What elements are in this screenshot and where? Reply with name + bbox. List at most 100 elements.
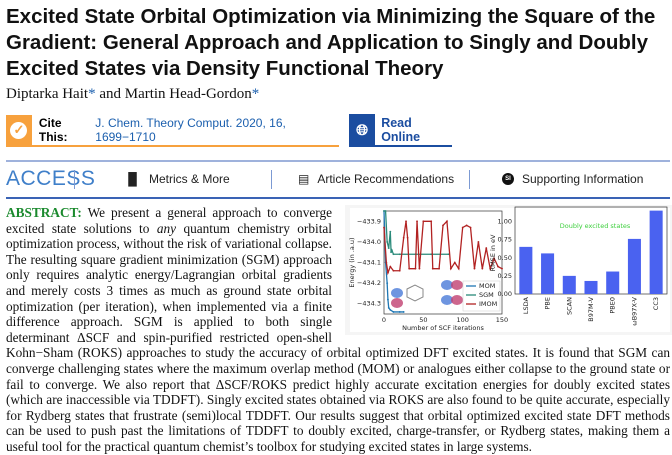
data-point: [386, 241, 389, 243]
data-point: [408, 267, 411, 270]
author-name[interactable]: Martin Head-Gordon: [124, 86, 252, 102]
divider: [74, 170, 75, 189]
y-tick-label: 0.75: [498, 236, 512, 244]
data-point: [402, 236, 405, 239]
data-point: [469, 226, 472, 229]
orbital-isosurface: [441, 295, 453, 305]
line-plot-frame: [383, 210, 503, 315]
data-point: [392, 269, 395, 272]
x-tick-label: LSDA: [522, 296, 530, 314]
metrics-link[interactable]: ▐▌ Metrics & More: [124, 172, 230, 186]
data-point: [489, 267, 492, 270]
x-axis-label: Number of SCF iterations: [402, 324, 484, 332]
data-point: [398, 269, 401, 272]
chart-annotation: Doubly excited states: [560, 222, 631, 230]
data-point: [390, 249, 393, 252]
corresponding-author-mark[interactable]: *: [251, 86, 260, 102]
data-point: [389, 308, 392, 311]
legend-label: IMOM: [479, 300, 497, 308]
newspaper-icon: ▤: [298, 172, 310, 186]
legend-label: MOM: [479, 282, 495, 290]
data-point: [447, 253, 450, 256]
data-point: [387, 271, 389, 274]
data-point: [473, 267, 476, 270]
bar-LSDA: [519, 246, 533, 294]
author-name[interactable]: Diptarka Hait: [6, 86, 89, 102]
bar-CC3: [649, 210, 663, 294]
bar-SCAN: [562, 275, 576, 294]
data-point: [453, 261, 456, 264]
legend-label: SGM: [479, 291, 494, 299]
check-icon: ✓: [6, 115, 32, 145]
x-tick-label: CC3: [652, 297, 660, 310]
abstract: ABSTRACT: We present a general approach …: [6, 205, 670, 455]
x-tick-label: 50: [419, 316, 427, 324]
data-point: [485, 247, 488, 249]
data-point: [442, 224, 444, 227]
y-tick-label: 1.00: [498, 218, 512, 226]
abstract-label: ABSTRACT:: [6, 205, 82, 220]
x-tick-label: B97M-V: [587, 296, 595, 321]
orbital-isosurface: [391, 298, 403, 308]
data-point: [422, 220, 425, 223]
y-tick-label: −434.2: [357, 279, 381, 287]
y-tick-label: −434.0: [357, 238, 381, 246]
data-point: [446, 220, 448, 223]
y-tick-label: 0.50: [498, 254, 512, 262]
data-point: [402, 311, 405, 313]
authors-joiner: and: [95, 86, 125, 102]
access-label: ACCESS: [6, 167, 96, 190]
si-icon: SI: [502, 173, 514, 185]
divider: [469, 170, 470, 189]
data-point: [461, 226, 464, 229]
corresponding-author-mark[interactable]: *: [88, 86, 96, 102]
y-tick-label: 0.00: [498, 290, 512, 298]
x-tick-label: ωB97X-V: [630, 296, 638, 325]
read-online-button[interactable]: 🌐︎ Read Online: [349, 114, 452, 147]
access-bar: ACCESS ▐▌ Metrics & More ▤ Article Recomme…: [6, 160, 670, 199]
data-point: [386, 282, 389, 284]
data-point: [384, 210, 387, 212]
x-tick-label: 150: [496, 316, 508, 324]
orbital-isosurface: [441, 280, 453, 290]
orbital-isosurface: [451, 295, 463, 305]
data-point: [398, 311, 401, 313]
y-axis-label: Energy (in .a.u): [348, 237, 356, 287]
data-point: [392, 253, 395, 256]
y-tick-label: −433.9: [357, 217, 381, 225]
globe-icon: 🌐︎: [349, 114, 376, 146]
x-tick-label: SCAN: [565, 297, 573, 315]
data-point: [405, 220, 407, 223]
y-tick-label: 0.25: [498, 272, 512, 280]
y-axis-label: RMSE in eV: [489, 234, 497, 271]
y-tick-label: −434.1: [357, 259, 381, 267]
figure-svg: −433.9 −434.0 −434.1 −434.2 −434.30 50 100 150 N…: [348, 206, 670, 332]
data-point: [389, 230, 392, 233]
abstract-emphasis: any: [156, 220, 177, 236]
supporting-information-link[interactable]: SI Supporting Information: [502, 172, 643, 186]
cite-this-box[interactable]: ✓ Cite This: J. Chem. Theory Comput. 202…: [6, 115, 339, 147]
bar-PBE0: [606, 271, 620, 294]
data-point: [398, 253, 401, 256]
x-tick-label: PBE: [544, 297, 552, 310]
data-point: [465, 224, 468, 227]
citation-link[interactable]: J. Chem. Theory Comput. 2020, 16, 1699−1…: [95, 116, 286, 144]
data-point: [406, 236, 409, 239]
data-point: [477, 241, 480, 243]
data-point: [392, 311, 395, 313]
data-point: [387, 298, 389, 301]
divider: [271, 170, 272, 189]
data-point: [383, 210, 385, 212]
author-list: Diptarka Hait* and Martin Head-Gordon*: [6, 86, 259, 103]
metrics-label: Metrics & More: [149, 172, 230, 186]
data-point: [390, 251, 392, 254]
data-point: [416, 220, 418, 223]
data-point: [481, 267, 484, 270]
read-online-label: Read Online: [381, 116, 421, 144]
article-title: Excited State Orbital Optimization via M…: [6, 5, 656, 80]
x-tick-label: 0: [382, 316, 386, 324]
recommendations-label: Article Recommendations: [317, 172, 455, 186]
article-recommendations-link[interactable]: ▤ Article Recommendations: [298, 172, 454, 186]
x-tick-label: 100: [456, 316, 468, 324]
data-point: [418, 267, 421, 270]
